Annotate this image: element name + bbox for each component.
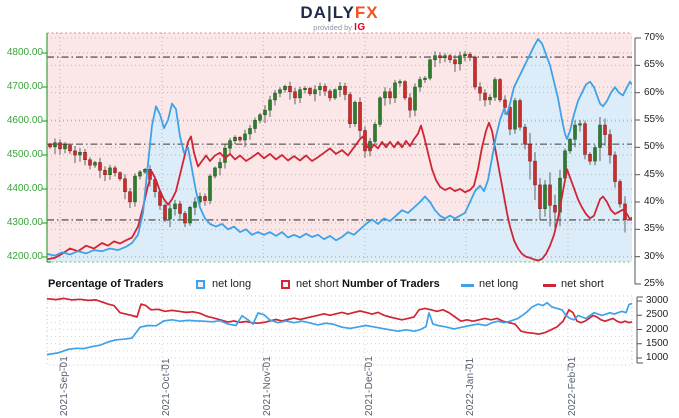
traders-tick-label: 2500	[646, 309, 669, 321]
traders-tick-label: 1000	[646, 352, 669, 363]
net-short-line-swatch	[543, 284, 556, 287]
legend-pct-net-short-label: net short	[296, 278, 339, 290]
ig-logo: IG	[354, 22, 366, 33]
legend-num-net-short-label: net short	[561, 278, 604, 290]
percent-tick-label: 55%	[644, 114, 665, 125]
date-tick-label: 2021-Nov-01	[262, 355, 273, 416]
logo-daily-text: DA|LY	[300, 3, 355, 22]
net-short-checkbox-swatch	[281, 280, 290, 289]
percent-tick-label: 35%	[644, 223, 665, 235]
provided-by-text: provided by	[313, 23, 353, 32]
price-tick-label: 4400.00	[6, 183, 43, 194]
price-tick-label: 4500.00	[6, 149, 43, 160]
price-tick-label: 4200.00	[6, 251, 43, 262]
legend-pct-net-long-label: net long	[212, 278, 252, 290]
date-tick-label: 2021-Sep-01	[59, 355, 70, 416]
percent-tick-label: 50%	[644, 141, 665, 153]
percent-tick-label: 45%	[644, 168, 665, 180]
price-tick-label: 4700.00	[6, 81, 43, 92]
traders-tick-label: 1500	[646, 337, 669, 349]
percent-tick-label: 70%	[644, 32, 665, 43]
percent-tick-label: 65%	[644, 59, 665, 71]
dailyfx-logo: DA|LYFX provided by IG	[0, 4, 679, 33]
legend-percentage-of-traders-title: Percentage of Traders	[48, 278, 164, 290]
price-tick-label: 4800.00	[6, 47, 43, 58]
date-tick-label: 2022-Feb-01	[567, 356, 578, 416]
date-tick-label: 2022-Jan-01	[465, 357, 476, 416]
net-long-checkbox-swatch	[196, 280, 205, 289]
legend-num-net-long-label: net long	[479, 278, 519, 290]
date-tick-label: 2021-Oct-01	[161, 358, 172, 416]
percent-tick-label: 40%	[644, 196, 665, 207]
date-tick-label: 2021-Dec-01	[364, 355, 375, 416]
net-long-line-swatch	[461, 284, 474, 287]
logo-fx-text: FX	[354, 3, 379, 22]
percent-tick-label: 25%	[644, 278, 665, 289]
percent-tick-label: 30%	[644, 250, 665, 262]
price-tick-label: 4300.00	[6, 217, 43, 228]
percent-tick-label: 60%	[644, 86, 665, 98]
price-tick-label: 4600.00	[6, 115, 43, 126]
traders-tick-label: 2000	[646, 323, 669, 335]
legend-number-of-traders-title: Number of Traders	[342, 278, 440, 290]
traders-tick-label: 3000	[646, 295, 669, 306]
